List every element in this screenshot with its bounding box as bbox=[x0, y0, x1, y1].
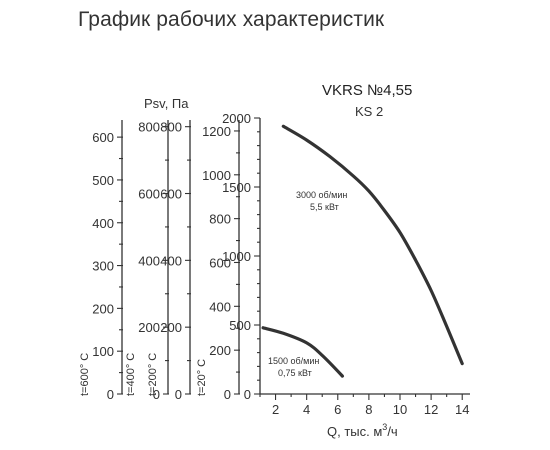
x-axis-label: Q, тыс. м3/ч bbox=[327, 422, 398, 439]
temperature-scale-label: t=400° C bbox=[125, 353, 137, 396]
temperature-label-unit: ° C bbox=[125, 353, 137, 368]
temperature-tick-label: 300 bbox=[92, 259, 114, 274]
y-tick-label: 1000 bbox=[222, 249, 251, 264]
svg-text:Q, тыс. м3/ч: Q, тыс. м3/ч bbox=[327, 422, 398, 439]
temperature-scale-label: t=600° C bbox=[79, 353, 91, 396]
x-tick-label: 6 bbox=[334, 402, 341, 417]
x-axis-label-tail: /ч bbox=[387, 424, 397, 439]
temperature-tick-label: 800 bbox=[138, 120, 160, 135]
y-axis-label: Psv, Па bbox=[144, 96, 189, 111]
x-ticks: 2 4 6 8 10 12 14 bbox=[259, 394, 469, 417]
series-1-label-line2: 5,5 кВт bbox=[310, 202, 339, 212]
temperature-label-main: t=400 bbox=[125, 368, 137, 396]
temperature-tick-label: 400 bbox=[209, 299, 231, 314]
model-label: VKRS №4,55 bbox=[322, 82, 412, 99]
temperature-tick-label: 0 bbox=[175, 387, 182, 402]
y-tick-label: 500 bbox=[229, 318, 251, 333]
x-axis-label-exponent: 3 bbox=[382, 422, 387, 432]
temperature-tick-label: 200 bbox=[160, 320, 182, 335]
x-tick-label: 14 bbox=[455, 402, 469, 417]
series-1-label-line1: 3000 об/мин bbox=[296, 190, 347, 200]
temperature-tick-label: 600 bbox=[138, 187, 160, 202]
y-tick-label: 1500 bbox=[222, 180, 251, 195]
series-2-label-line1: 1500 об/мин bbox=[268, 356, 319, 366]
temperature-tick-label: 200 bbox=[209, 343, 231, 358]
x-tick-label: 8 bbox=[365, 402, 372, 417]
temperature-tick-label: 1000 bbox=[202, 168, 231, 183]
page-title: График рабочих характеристик bbox=[78, 8, 385, 31]
x-tick-label: 4 bbox=[303, 402, 310, 417]
temperature-tick-label: 800 bbox=[209, 212, 231, 227]
y-tick-label: 0 bbox=[244, 387, 251, 402]
x-tick-label: 2 bbox=[272, 402, 279, 417]
temperature-tick-label: 200 bbox=[92, 301, 114, 316]
x-tick-label: 10 bbox=[393, 402, 407, 417]
temperature-label-unit: ° C bbox=[79, 353, 91, 368]
main-plot-axes: 0 500 1000 1500 2000 2 4 6 8 10 12 14 bbox=[222, 111, 470, 417]
temperature-tick-label: 400 bbox=[160, 253, 182, 268]
temperature-label-unit: ° C bbox=[196, 359, 208, 374]
temperature-tick-label: 500 bbox=[92, 173, 114, 188]
temperature-label-unit: ° C bbox=[147, 353, 159, 368]
temperature-tick-label: 100 bbox=[92, 344, 114, 359]
temperature-tick-label: 800 bbox=[160, 120, 182, 135]
temperature-tick-label: 600 bbox=[92, 130, 114, 145]
temperature-tick-label: 200 bbox=[138, 320, 160, 335]
temperature-label-main: t=20 bbox=[196, 374, 208, 396]
temperature-label-main: t=600 bbox=[79, 368, 91, 396]
temperature-tick-label: 0 bbox=[107, 387, 114, 402]
temperature-scale-4: 0 100 200 300 400 500 600 t=600° C bbox=[79, 120, 123, 402]
x-axis-label-main: Q, тыс. м bbox=[327, 424, 382, 439]
temperature-tick-label: 0 bbox=[224, 387, 231, 402]
series-2-label-line2: 0,75 кВт bbox=[278, 368, 312, 378]
series-2-curve bbox=[261, 326, 344, 378]
temperature-tick-label: 400 bbox=[138, 253, 160, 268]
temperature-tick-label: 400 bbox=[92, 216, 114, 231]
temperature-tick-label: 0 bbox=[153, 387, 160, 402]
curves bbox=[261, 124, 464, 378]
temperature-tick-label: 600 bbox=[160, 187, 182, 202]
temperature-tick-label: 600 bbox=[209, 255, 231, 270]
temperature-label-main: t=200 bbox=[147, 368, 159, 396]
y-tick-label: 2000 bbox=[222, 111, 251, 126]
model-sub-label: KS 2 bbox=[355, 104, 383, 119]
y-ticks: 0 500 1000 1500 2000 bbox=[222, 111, 260, 402]
temperature-scale-2: 0 200 400 600 800 t=200° C bbox=[147, 120, 191, 402]
temperature-scale-1: 0 200 400 600 800 1000 1200 t=20° C bbox=[196, 120, 240, 402]
temperature-scale-label: t=200° C bbox=[147, 353, 159, 396]
x-tick-label: 12 bbox=[424, 402, 438, 417]
temperature-scale-label: t=20° C bbox=[196, 359, 208, 396]
series-1-curve bbox=[281, 124, 464, 366]
temperature-tick-label: 1200 bbox=[202, 124, 231, 139]
